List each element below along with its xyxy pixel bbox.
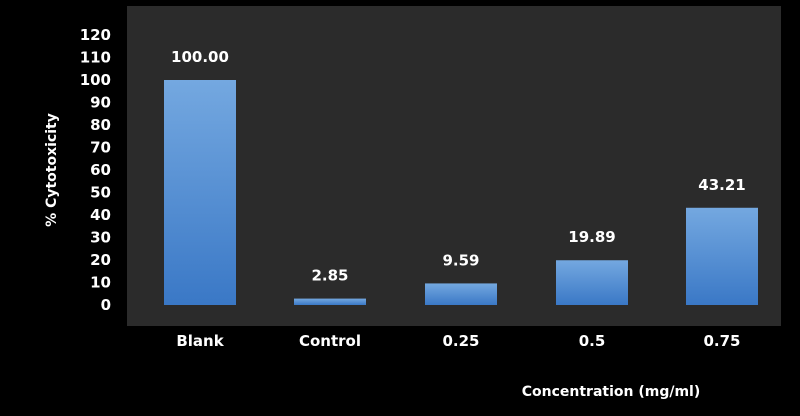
y-axis: 0 10 20 30 40 50 60 70 80 90 100 110 120 <box>80 26 111 314</box>
y-tick-label: 110 <box>80 49 111 67</box>
y-tick-label: 20 <box>90 251 111 269</box>
y-tick-label: 10 <box>90 274 111 292</box>
y-tick-label: 80 <box>90 116 111 134</box>
bar <box>425 283 497 305</box>
y-axis-title: % Cytotoxicity <box>44 113 60 227</box>
y-tick-label: 40 <box>90 206 111 224</box>
bar <box>164 80 236 305</box>
x-tick-label: 0.5 <box>579 332 606 350</box>
bar <box>556 260 628 305</box>
x-tick-label: Blank <box>176 332 224 350</box>
y-tick-label: 60 <box>90 161 111 179</box>
y-tick-label: 70 <box>90 139 111 157</box>
x-tick-label: 0.75 <box>703 332 740 350</box>
x-axis: Blank Control 0.25 0.5 0.75 <box>176 332 740 350</box>
data-label: 9.59 <box>442 251 479 269</box>
y-tick-label: 30 <box>90 229 111 247</box>
bar <box>294 298 366 305</box>
data-label: 43.21 <box>698 176 745 194</box>
bar <box>686 207 758 305</box>
y-tick-label: 0 <box>101 296 111 314</box>
y-tick-label: 100 <box>80 71 111 89</box>
y-tick-label: 50 <box>90 184 111 202</box>
data-label: 2.85 <box>311 267 348 285</box>
data-labels-group: 100.00 2.85 9.59 19.89 43.21 <box>171 48 746 285</box>
x-tick-label: Control <box>299 332 361 350</box>
y-tick-label: 120 <box>80 26 111 44</box>
bars-group <box>164 80 758 305</box>
data-label: 19.89 <box>568 228 615 246</box>
y-tick-label: 90 <box>90 94 111 112</box>
x-tick-label: 0.25 <box>442 332 479 350</box>
x-axis-title: Concentration (mg/ml) <box>522 384 701 400</box>
data-label: 100.00 <box>171 48 229 66</box>
